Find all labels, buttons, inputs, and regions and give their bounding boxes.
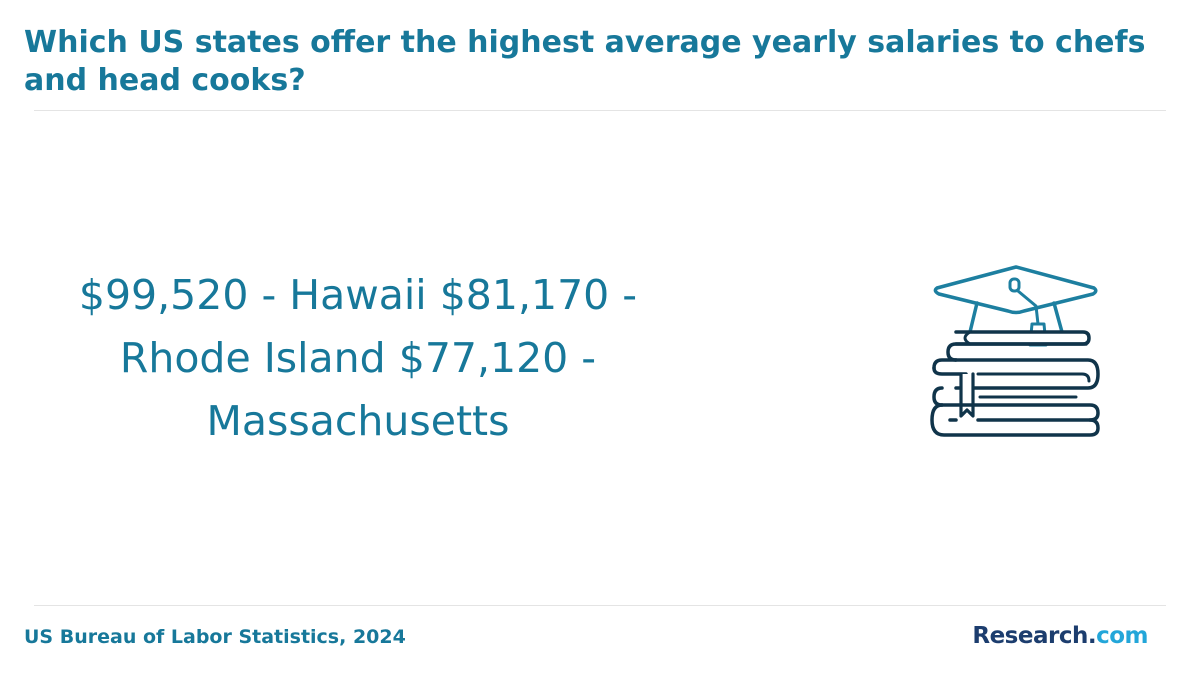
- graduation-cap-on-books-icon: [926, 262, 1106, 442]
- brand-tld: com: [1096, 623, 1148, 649]
- brand-logo: Research.com: [972, 621, 1148, 651]
- source-citation: US Bureau of Labor Statistics, 2024: [24, 626, 406, 648]
- salary-statement: $99,520 - Hawaii $81,170 - Rhode Island …: [78, 271, 638, 445]
- footer-divider: [34, 605, 1166, 606]
- brand-name: Research: [972, 623, 1088, 649]
- page-title: Which US states offer the highest averag…: [24, 25, 1146, 98]
- header-divider: [34, 110, 1166, 111]
- brand-dot: .: [1087, 623, 1097, 649]
